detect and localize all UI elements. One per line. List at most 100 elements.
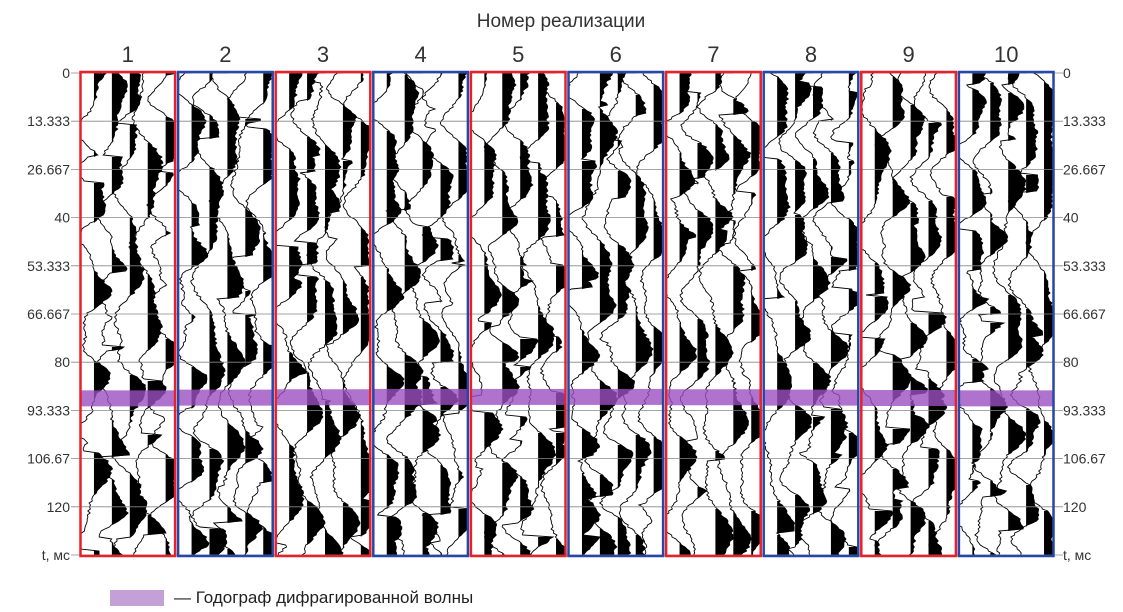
y-tick-label-left: 53.333 [27, 258, 70, 274]
diffracted-wave-band [959, 390, 1053, 407]
trace-fill [111, 73, 130, 555]
trace [731, 73, 761, 555]
diffracted-wave-band [569, 388, 663, 405]
y-tick-label-left: 93.333 [27, 402, 70, 418]
y-tick-label-left: 66.667 [27, 306, 70, 322]
diffracted-wave-band [764, 389, 858, 406]
trace [226, 73, 264, 555]
panel-10 [959, 73, 1054, 555]
panel-label: 2 [219, 42, 231, 67]
trace-fill [635, 95, 653, 555]
legend-swatch [110, 590, 164, 606]
y-tick-label-right: 66.667 [1063, 306, 1106, 322]
panel-border [860, 70, 958, 558]
diffracted-wave-band [81, 390, 175, 407]
trace [421, 73, 459, 555]
diffracted-wave-band [178, 389, 273, 406]
panel-label: 9 [902, 42, 914, 67]
diffracted-wave-band [666, 389, 761, 406]
trace-fill [520, 73, 539, 555]
trace-fill [1008, 73, 1027, 531]
y-axis-right: 0 13.333 26.667 40 53.333 66.667 80 93.333 106.6… [1063, 65, 1106, 563]
panel-label: 5 [512, 42, 524, 67]
y-axis-left: 0 13.333 26.667 40 53.333 66.667 80 93.333 106.6… [27, 65, 70, 563]
trace [874, 73, 912, 555]
panel-label: 6 [610, 42, 622, 67]
trace-fill [386, 73, 404, 555]
trace [972, 73, 1009, 555]
trace-fill [733, 99, 752, 555]
panel-border [274, 70, 372, 558]
trace [679, 73, 714, 555]
trace [483, 73, 520, 555]
trace-fill [227, 97, 246, 555]
trace-fill [342, 105, 361, 555]
trace [959, 73, 990, 555]
trace [636, 73, 663, 555]
plot-area [71, 70, 1063, 558]
panel-border [957, 70, 1055, 558]
y-tick-label-right: 53.333 [1063, 258, 1106, 274]
trace [289, 73, 326, 555]
panel-label: 1 [122, 42, 134, 67]
trace [598, 73, 635, 555]
trace [795, 73, 832, 555]
trace-fill [581, 109, 601, 555]
trace-fill [972, 73, 989, 555]
panel-border [567, 70, 665, 558]
y-tick-label-left: 40 [54, 210, 70, 226]
trace-fill [910, 105, 930, 555]
trace [471, 73, 504, 555]
y-tick-label-right: 40 [1063, 210, 1079, 226]
trace [616, 73, 654, 555]
y-tick-label-left: 13.333 [27, 113, 70, 129]
trace [928, 73, 956, 555]
trace [208, 73, 246, 555]
y-tick-label-left: 106.67 [27, 451, 70, 467]
y-tick-label-left: t, мс [42, 547, 70, 563]
y-tick-label-right: 26.667 [1063, 161, 1106, 177]
trace [830, 73, 858, 555]
y-tick-label-right: 80 [1063, 354, 1079, 370]
chart-title: Номер реализации [477, 11, 646, 32]
trace [111, 73, 148, 555]
trace-fill [830, 119, 849, 555]
trace-fill [440, 73, 458, 555]
panel-border [372, 70, 470, 558]
y-tick-label-left: 120 [47, 499, 71, 515]
trace [373, 73, 405, 555]
trace-fill [538, 73, 556, 547]
trace-fill [191, 105, 209, 555]
panel-label: 8 [805, 42, 817, 67]
trace [519, 73, 557, 555]
trace-fill [307, 73, 326, 545]
y-tick-label-right: 93.333 [1063, 402, 1106, 418]
trace [341, 73, 370, 554]
panel-border [79, 70, 177, 558]
trace-fill [946, 109, 956, 519]
trace-fill [848, 73, 858, 555]
trace-fill [129, 73, 147, 539]
y-tick-label-right: 0 [1063, 65, 1071, 81]
panel-label: 4 [414, 42, 426, 67]
trace [666, 73, 698, 555]
trace [581, 73, 618, 555]
panel-border [469, 70, 567, 558]
trace [81, 73, 114, 555]
trace [178, 73, 210, 555]
panel-border [762, 70, 860, 558]
diffracted-wave-band [373, 388, 468, 405]
y-tick-label-right: 106.67 [1063, 451, 1106, 467]
trace [716, 73, 753, 555]
panel-8 [764, 73, 858, 555]
trace [385, 73, 424, 555]
trace-fill [617, 73, 635, 555]
panel-border [176, 70, 274, 558]
panel-border [664, 70, 762, 558]
trace-fill [422, 91, 441, 555]
trace-fill [653, 85, 663, 495]
trace-fill [289, 73, 307, 523]
panel-label: 7 [707, 42, 719, 67]
trace-fill [777, 77, 795, 555]
